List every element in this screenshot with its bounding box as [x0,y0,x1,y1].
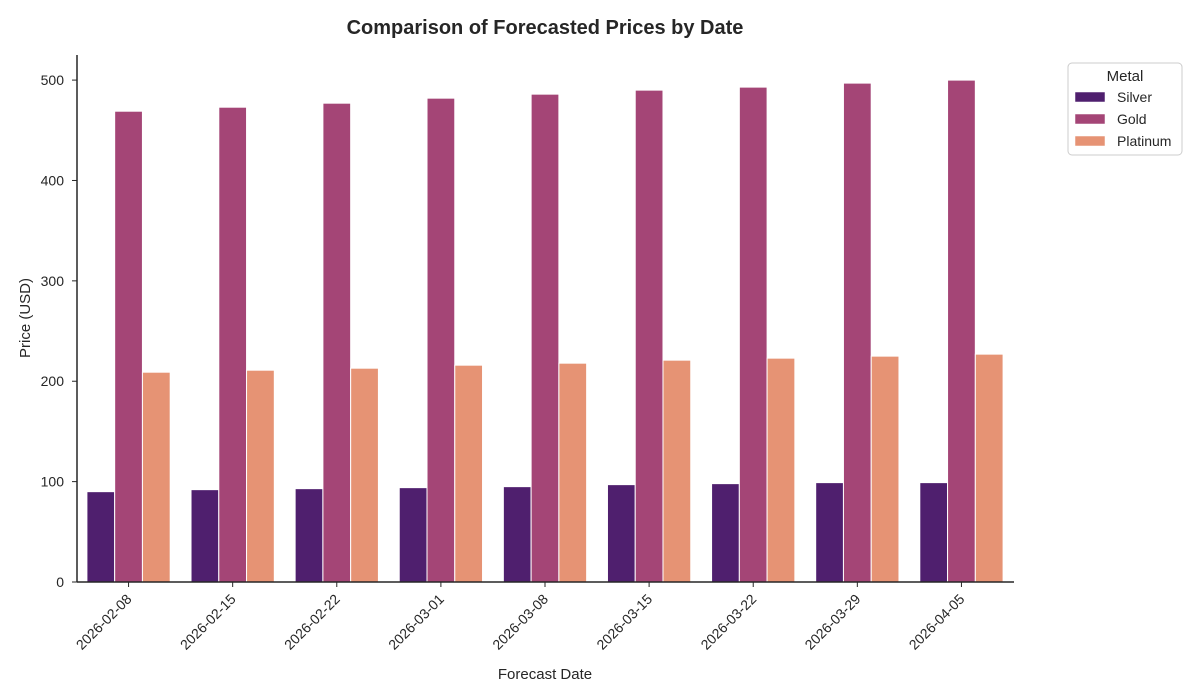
legend-swatch-silver [1074,91,1106,103]
legend-swatch-platinum [1074,135,1106,147]
bar-gold-2026-02-22 [322,102,352,583]
bar-platinum-2026-03-15 [662,359,692,583]
legend: Metal Silver Gold Platinum [1067,62,1183,156]
x-tick-label: 2026-02-22 [281,591,343,653]
bar-platinum-2026-02-15 [246,369,275,583]
bar-silver-2026-02-15 [190,489,220,583]
y-tick-label: 200 [41,373,65,389]
bar-platinum-2026-02-08 [141,371,171,583]
x-tick-label: 2026-03-29 [801,591,863,653]
x-axis-label: Forecast Date [498,666,592,683]
bar-gold-2026-03-15 [634,89,664,583]
x-tick-label: 2026-03-22 [697,591,759,653]
x-tick-label: 2026-02-08 [73,591,135,653]
legend-swatch-gold [1074,113,1106,125]
bar-silver-2026-03-15 [606,484,636,583]
y-tick-label: 300 [41,273,65,289]
bar-silver-2026-03-22 [711,483,740,583]
bar-platinum-2026-03-08 [558,362,588,583]
bar-silver-2026-02-22 [294,488,324,583]
bar-gold-2026-03-22 [738,86,768,583]
bar-platinum-2026-03-01 [454,364,484,583]
y-tick-label: 500 [41,72,65,88]
legend-label-platinum: Platinum [1117,133,1171,149]
bar-gold-2026-03-08 [530,93,560,583]
legend-label-gold: Gold [1117,111,1147,127]
bar-gold-2026-03-01 [426,97,456,583]
bar-gold-2026-02-15 [218,106,248,583]
bar-silver-2026-04-05 [919,482,949,583]
legend-title: Metal [1107,68,1144,85]
bar-gold-2026-03-29 [842,82,872,583]
bar-platinum-2026-04-05 [974,353,1004,583]
x-tick-label: 2026-03-01 [385,591,447,653]
bar-gold-2026-02-08 [114,110,143,583]
y-tick-label: 100 [41,474,65,490]
x-tick-label: 2026-04-05 [906,591,968,653]
x-tick-label: 2026-02-15 [177,591,239,653]
bar-platinum-2026-02-22 [350,367,379,583]
legend-items: Silver Gold Platinum [1074,89,1171,149]
y-tick-label: 0 [56,574,64,590]
bars-group [86,79,1004,583]
y-axis-label: Price (USD) [17,278,34,358]
bar-gold-2026-04-05 [947,79,976,583]
legend-label-silver: Silver [1117,89,1152,105]
x-tick-label: 2026-03-08 [489,591,551,653]
y-tick-label: 400 [41,172,65,188]
x-tick-label: 2026-03-15 [593,591,655,653]
bar-silver-2026-03-29 [815,482,844,583]
chart-title: Comparison of Forecasted Prices by Date [347,17,744,39]
bar-silver-2026-02-08 [86,491,116,583]
bar-platinum-2026-03-22 [766,357,796,583]
bar-silver-2026-03-08 [502,486,532,583]
bar-silver-2026-03-01 [398,487,428,583]
bar-platinum-2026-03-29 [870,355,900,583]
legend-frame [1067,62,1183,156]
